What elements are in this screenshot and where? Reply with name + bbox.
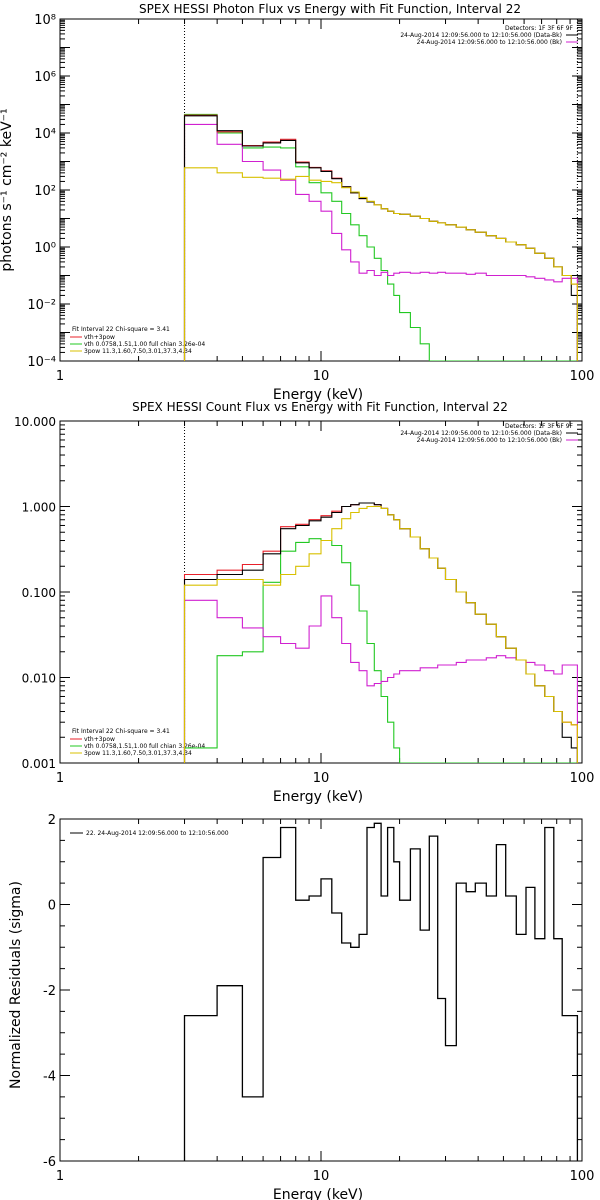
legend-thermal: vth 0.0758,1.51,1.00 full chian 3.26e-04 [84, 743, 205, 750]
x-tick-label: 1 [56, 771, 64, 786]
legend-detectors: Detectors: 1F 3F 6F 9F [505, 25, 574, 32]
y-tick-label: 2 [48, 813, 56, 828]
x-tick-label: 100 [570, 369, 595, 384]
series-3pow [183, 167, 578, 361]
residuals-ylabel: Normalized Residuals (sigma) [8, 881, 24, 1089]
x-tick-label: 10 [313, 369, 330, 384]
legend-data-bk: 24-Aug-2014 12:09:56.000 to 12:10:56.000… [400, 32, 562, 39]
legend-total: vth+3pow [84, 736, 115, 743]
photon-flux-legend-top: Detectors: 1F 3F 6F 9F 24-Aug-2014 12:09… [400, 25, 573, 46]
count-flux-xlabel: Energy (keV) [273, 789, 363, 805]
legend-thermal: vth 0.0758,1.51,1.00 full chian 3.26e-04 [84, 341, 205, 348]
y-tick-label: 10⁻⁴ [27, 355, 56, 370]
x-tick-label: 1 [56, 369, 64, 384]
y-tick-label: 0.001 [22, 757, 56, 771]
residuals-legend: 22. 24-Aug-2014 12:09:56.000 to 12:10:56… [86, 830, 229, 837]
legend-fit-interval: Fit Interval 22 Chi-square = 3.41 [72, 326, 170, 333]
y-tick-label: 10⁻² [27, 298, 56, 313]
y-tick-label: -6 [43, 1155, 56, 1170]
y-tick-label: 0.100 [22, 586, 56, 600]
photon-flux-legend-bottom: Fit Interval 22 Chi-square = 3.41 vth+3p… [72, 326, 205, 355]
y-tick-label: -2 [43, 984, 56, 999]
y-tick-label: 10² [34, 184, 56, 199]
count-flux-legend-bottom: Fit Interval 22 Chi-square = 3.41 vth+3p… [72, 728, 205, 757]
x-tick-label: 1 [56, 1169, 64, 1184]
y-tick-label: 1.000 [22, 501, 56, 515]
legend-fit-interval: Fit Interval 22 Chi-square = 3.41 [72, 728, 170, 735]
legend-bk: 24-Aug-2014 12:09:56.000 to 12:10:56.000… [417, 437, 562, 444]
series-bk [183, 123, 578, 361]
photon-flux-xlabel: Energy (keV) [273, 387, 363, 403]
series-vth [183, 113, 578, 361]
photon-flux-ylabel: photons s⁻¹ cm⁻² keV⁻¹ [0, 108, 15, 271]
y-tick-label: 10⁴ [34, 127, 56, 142]
count-flux-title: SPEX HESSI Count Flux vs Energy with Fit… [132, 400, 508, 414]
residuals-panel: Energy (keV) Normalized Residuals (sigma… [8, 813, 594, 1200]
series-3pow [183, 505, 578, 763]
y-tick-label: 0 [48, 899, 56, 914]
x-tick-label: 10 [313, 771, 330, 786]
y-tick-label: 0.010 [22, 672, 56, 686]
legend-data-bk: 24-Aug-2014 12:09:56.000 to 12:10:56.000… [400, 430, 562, 437]
photon-flux-panel: SPEX HESSI Photon Flux vs Energy with Fi… [0, 2, 594, 403]
x-tick-label: 100 [570, 1169, 595, 1184]
legend-detectors: Detectors: 1F 3F 6F 9F [505, 423, 574, 430]
y-tick-label: 10⁸ [34, 13, 56, 28]
y-tick-label: 10⁶ [34, 70, 56, 85]
legend-pow: 3pow 11.3,1.60,7.50,3.01,37.3,4.34 [84, 750, 192, 757]
photon-flux-title: SPEX HESSI Photon Flux vs Energy with Fi… [139, 2, 521, 16]
legend-bk: 24-Aug-2014 12:09:56.000 to 12:10:56.000… [417, 39, 562, 46]
x-tick-label: 10 [313, 1169, 330, 1184]
residuals-xlabel: Energy (keV) [273, 1187, 363, 1200]
y-tick-label: 10⁰ [34, 241, 56, 256]
series-22-24-aug-2014-12-09-56-000-to-12-10-56-000 [183, 822, 579, 1161]
count-flux-legend-top: Detectors: 1F 3F 6F 9F 24-Aug-2014 12:09… [400, 423, 573, 444]
y-tick-label: -4 [43, 1070, 56, 1085]
legend-residual-series: 22. 24-Aug-2014 12:09:56.000 to 12:10:56… [86, 830, 229, 837]
count-flux-panel: SPEX HESSI Count Flux vs Energy with Fit… [14, 400, 594, 805]
x-tick-label: 100 [570, 771, 595, 786]
y-tick-label: 10.000 [14, 415, 56, 429]
legend-pow: 3pow 11.3,1.60,7.50,3.01,37.3,4.34 [84, 348, 192, 355]
legend-total: vth+3pow [84, 334, 115, 341]
